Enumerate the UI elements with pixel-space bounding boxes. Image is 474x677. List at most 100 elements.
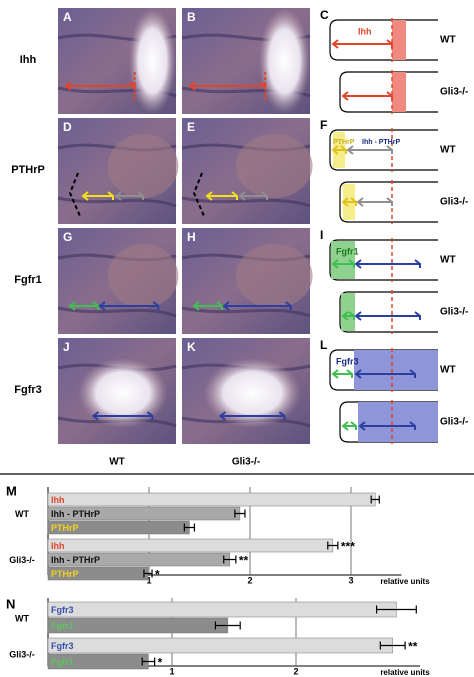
significance: ** xyxy=(408,640,418,654)
arrow-head xyxy=(114,191,122,201)
arrow-head xyxy=(386,39,393,48)
arrow-head xyxy=(414,311,421,320)
panel-letter: L xyxy=(320,338,327,352)
series-label: Fgfr3 xyxy=(51,641,74,651)
arrow-head xyxy=(278,411,286,420)
arrow-head xyxy=(386,91,393,100)
arrow-head xyxy=(354,369,362,379)
column-label: WT xyxy=(109,457,125,468)
zone xyxy=(392,20,406,60)
panel-letter: J xyxy=(63,340,70,354)
error-bar xyxy=(370,495,380,504)
arrow-head xyxy=(192,301,200,311)
series-label: PTHrP xyxy=(51,569,79,579)
bar xyxy=(47,538,334,553)
signal xyxy=(128,8,176,114)
schematic-box xyxy=(339,71,438,113)
arrow-head xyxy=(350,421,357,430)
arrow-head xyxy=(216,301,223,310)
schematic-label: Ihh xyxy=(358,26,372,36)
error-bar xyxy=(327,541,339,550)
error-bar xyxy=(234,509,246,518)
panel-letter: G xyxy=(63,230,72,244)
schematic-label: Ihh - PTHrP xyxy=(362,139,400,146)
dash xyxy=(192,172,205,217)
arrow-head xyxy=(68,301,76,311)
arrow-head xyxy=(188,81,196,91)
x-tick-label: 1 xyxy=(146,575,151,585)
arrow-head xyxy=(346,369,353,378)
signal xyxy=(258,8,310,114)
arrow-head xyxy=(358,421,366,431)
x-tick-label: 1 xyxy=(169,666,174,676)
arrow-head xyxy=(152,301,160,310)
arrow-head xyxy=(205,191,213,201)
error-bar xyxy=(376,605,417,614)
arrow-head xyxy=(238,191,246,201)
arrow-head xyxy=(222,301,230,311)
arrow-head xyxy=(92,301,99,310)
arrow-head xyxy=(331,39,339,49)
genotype-label: Gli3-/- xyxy=(440,307,468,318)
category-label: WT xyxy=(15,509,29,519)
arrow-head xyxy=(386,197,393,206)
category-label: Gli3-/- xyxy=(9,555,35,565)
arrow-head xyxy=(91,411,100,421)
arrow-head xyxy=(341,421,349,431)
panel-letter: A xyxy=(63,10,72,24)
signal xyxy=(107,244,179,308)
signal xyxy=(78,358,168,428)
arrow-head xyxy=(341,197,349,207)
error-bar xyxy=(379,641,406,650)
arrow-head xyxy=(350,197,357,206)
schematic-label: Fgfr1 xyxy=(336,246,359,256)
arrow-head xyxy=(137,191,144,200)
significance: *** xyxy=(341,540,355,554)
arrow-head xyxy=(146,411,154,420)
schematic-box xyxy=(339,291,438,333)
arrow-head xyxy=(285,301,292,310)
zone xyxy=(331,241,355,279)
row-label: Fgfr1 xyxy=(14,274,42,286)
series-label: Ihh xyxy=(51,495,65,505)
arrow-head xyxy=(98,301,106,311)
x-axis-label: relative units xyxy=(380,668,430,677)
arrow-head xyxy=(64,81,72,91)
genotype-label: WT xyxy=(440,145,456,156)
arrow-head xyxy=(409,369,416,378)
arrow-head xyxy=(107,191,114,200)
panel-letter: N xyxy=(6,596,15,611)
arrow-head xyxy=(340,145,347,154)
arrow-head xyxy=(354,259,362,269)
panel-letter: D xyxy=(63,120,72,134)
significance: ** xyxy=(239,554,249,568)
signal xyxy=(235,134,313,198)
genotype-label: Gli3-/- xyxy=(440,197,468,208)
genotype-label: WT xyxy=(440,35,456,46)
arrow-head xyxy=(348,311,355,320)
row-label: Fgfr3 xyxy=(14,384,42,396)
panel-letter: F xyxy=(320,118,327,132)
genotype-label: WT xyxy=(440,255,456,266)
arrow-head xyxy=(386,145,393,154)
panel-letter: I xyxy=(320,228,323,242)
schematic-label: Fgfr3 xyxy=(336,356,359,366)
schematic-box xyxy=(329,239,438,281)
error-bar xyxy=(143,569,153,578)
category-label: WT xyxy=(15,613,29,623)
row-label: PTHrP xyxy=(11,164,45,176)
category-label: Gli3-/- xyxy=(9,649,35,659)
arrow-head xyxy=(341,311,349,321)
series-label: Fgfr1 xyxy=(51,621,74,631)
arrow-head xyxy=(409,421,416,430)
x-axis-label: relative units xyxy=(380,577,430,586)
arrow-head xyxy=(331,259,339,269)
error-bar xyxy=(214,621,241,630)
error-bar xyxy=(183,523,196,532)
zone xyxy=(354,350,438,390)
arrow-head xyxy=(261,191,268,200)
bar xyxy=(47,601,397,618)
series-label: PTHrP xyxy=(51,523,79,533)
arrow-head xyxy=(231,191,238,200)
schematic-box xyxy=(329,19,438,61)
